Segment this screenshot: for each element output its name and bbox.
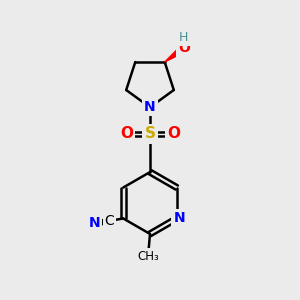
Text: O: O [167, 126, 180, 141]
Text: O: O [178, 41, 190, 56]
Text: O: O [120, 126, 133, 141]
Text: N: N [173, 212, 185, 226]
Text: N: N [144, 100, 156, 114]
Text: C: C [105, 214, 114, 228]
Text: N: N [88, 216, 100, 230]
Text: H: H [179, 32, 188, 44]
Text: S: S [145, 126, 155, 141]
Text: CH₃: CH₃ [138, 250, 159, 262]
Polygon shape [165, 48, 183, 62]
